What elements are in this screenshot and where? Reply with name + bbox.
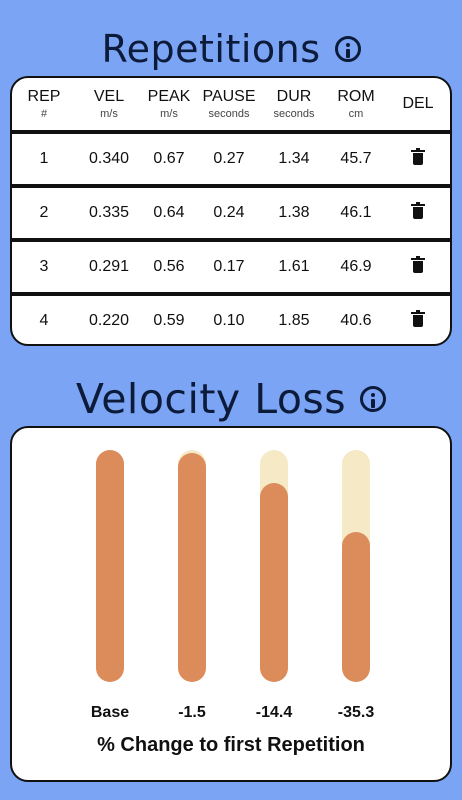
- trash-icon[interactable]: [411, 147, 425, 165]
- header-dur: DUR seconds: [273, 87, 315, 120]
- header-rep: REP #: [27, 87, 61, 120]
- row-divider: [12, 238, 450, 242]
- header-rom: ROM cm: [337, 87, 375, 120]
- cell-pause: 0.27: [213, 150, 245, 167]
- bar-label: Base: [90, 704, 130, 721]
- velocity-loss-chart: Base -1.5 -14.4 -35.3 % Change to first …: [10, 426, 452, 782]
- repetitions-header: Repetitions: [0, 22, 462, 76]
- header-pause: PAUSE seconds: [202, 87, 256, 120]
- table-row: 2 0.335 0.64 0.24 1.38 46.1: [12, 188, 450, 238]
- bar-track: [178, 450, 206, 682]
- cell-rep: 3: [39, 258, 49, 275]
- cell-peak: 0.59: [153, 312, 185, 329]
- info-icon[interactable]: [334, 36, 361, 62]
- header-peak: PEAK m/s: [147, 87, 191, 120]
- repetitions-title: Repetitions: [101, 27, 321, 71]
- cell-dur: 1.34: [278, 150, 310, 167]
- bar-label: -1.5: [178, 704, 206, 721]
- trash-icon[interactable]: [411, 309, 425, 327]
- bar-track: [96, 450, 124, 682]
- bar-fill-rep2: [178, 453, 206, 682]
- cell-rep: 1: [39, 150, 49, 167]
- bar-track: [342, 450, 370, 682]
- table-row: 1 0.340 0.67 0.27 1.34 45.7: [12, 134, 450, 184]
- bar-fill-rep4: [342, 531, 370, 682]
- cell-dur: 1.61: [278, 258, 310, 275]
- cell-vel: 0.335: [88, 204, 130, 221]
- bar-label: -35.3: [337, 704, 375, 721]
- cell-rom: 40.6: [340, 312, 372, 329]
- cell-rep: 2: [39, 204, 49, 221]
- delete-button[interactable]: [386, 201, 450, 223]
- bar-fill-base: [96, 450, 124, 682]
- velocity-loss-header: Velocity Loss: [0, 372, 462, 426]
- cell-peak: 0.56: [153, 258, 185, 275]
- header-vel: VEL m/s: [93, 87, 125, 120]
- trash-icon[interactable]: [411, 255, 425, 273]
- cell-peak: 0.64: [153, 204, 185, 221]
- info-icon[interactable]: [360, 386, 387, 412]
- velocity-loss-title: Velocity Loss: [75, 375, 347, 423]
- cell-rom: 46.1: [340, 204, 372, 221]
- cell-dur: 1.85: [278, 312, 310, 329]
- bar-label: -14.4: [255, 704, 293, 721]
- table-row: 3 0.291 0.56 0.17 1.61 46.9: [12, 242, 450, 292]
- repetitions-table: REP # VEL m/s PEAK m/s PAUSE seconds DUR seco…: [10, 76, 452, 346]
- table-row: 4 0.220 0.59 0.10 1.85 40.6: [12, 296, 450, 344]
- cell-peak: 0.67: [153, 150, 185, 167]
- delete-button[interactable]: [386, 309, 450, 331]
- chart-caption: % Change to first Repetition: [97, 734, 365, 756]
- row-divider: [12, 184, 450, 188]
- cell-vel: 0.340: [88, 150, 130, 167]
- cell-dur: 1.38: [278, 204, 310, 221]
- cell-rep: 4: [39, 312, 49, 329]
- bar-track: [260, 450, 288, 682]
- cell-vel: 0.220: [88, 312, 130, 329]
- cell-pause: 0.10: [213, 312, 245, 329]
- header-del: DEL: [402, 95, 434, 112]
- cell-pause: 0.24: [213, 204, 245, 221]
- cell-pause: 0.17: [213, 258, 245, 275]
- bar-fill-rep3: [260, 483, 288, 682]
- table-header-row: REP # VEL m/s PEAK m/s PAUSE seconds DUR seco…: [12, 78, 450, 130]
- delete-button[interactable]: [386, 147, 450, 169]
- delete-button[interactable]: [386, 255, 450, 277]
- trash-icon[interactable]: [411, 201, 425, 219]
- cell-rom: 46.9: [340, 258, 372, 275]
- row-divider: [12, 292, 450, 296]
- cell-rom: 45.7: [340, 150, 372, 167]
- row-divider: [12, 130, 450, 134]
- cell-vel: 0.291: [88, 258, 130, 275]
